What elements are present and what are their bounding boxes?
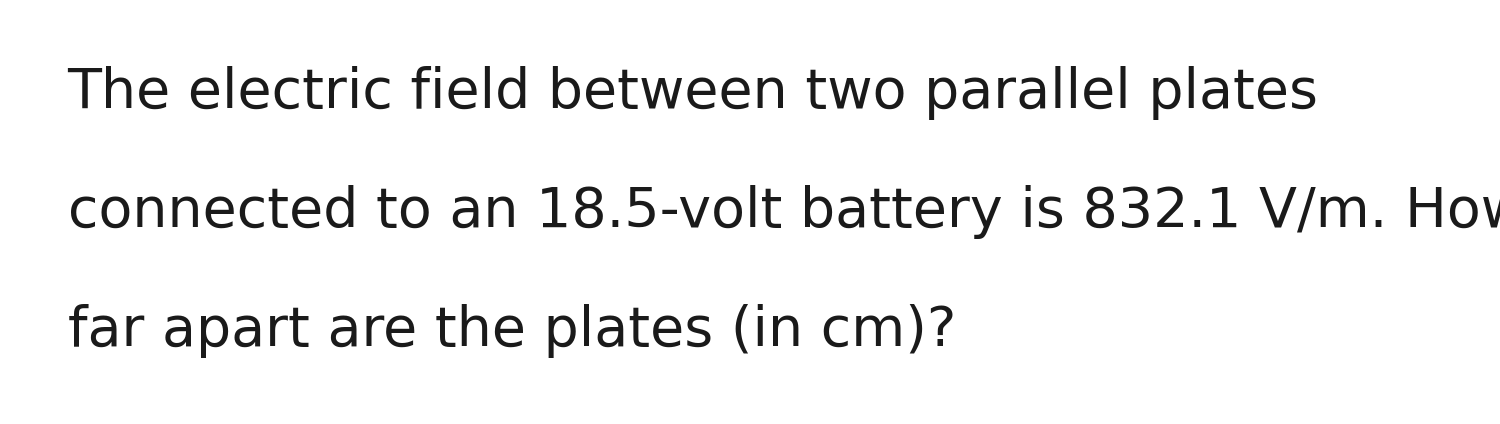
Text: far apart are the plates (in cm)?: far apart are the plates (in cm)? xyxy=(68,304,956,358)
Text: connected to an 18.5-volt battery is 832.1 V/m. How: connected to an 18.5-volt battery is 832… xyxy=(68,185,1500,239)
Text: The electric field between two parallel plates: The electric field between two parallel … xyxy=(68,66,1318,120)
